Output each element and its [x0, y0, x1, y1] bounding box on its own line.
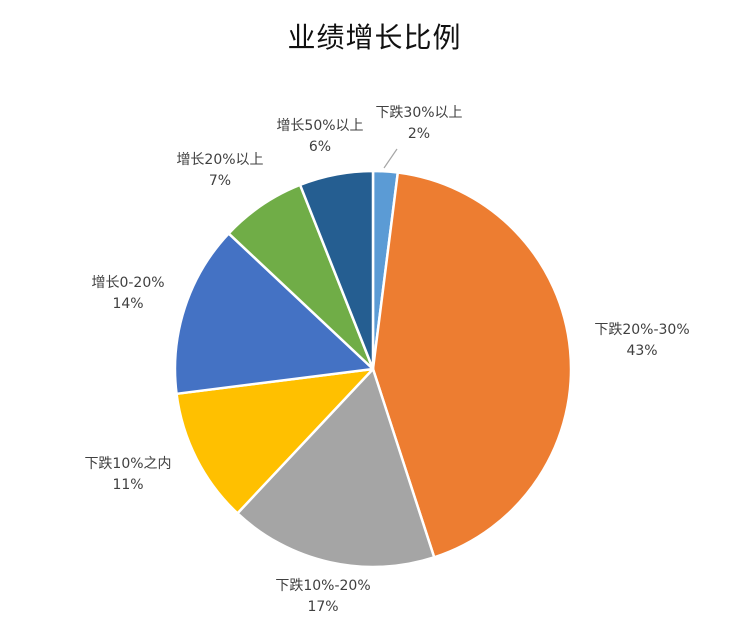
slice-category-label: 增长20%以上	[176, 152, 263, 168]
chart-title: 业绩增长比例	[287, 21, 462, 54]
pie-slice	[175, 367, 375, 515]
pie-slice	[298, 169, 375, 371]
slice-category-label: 增长0-20%	[91, 275, 164, 291]
pie-slices	[173, 169, 573, 569]
slice-percent-label: 14%	[112, 296, 143, 312]
slice-percent-label: 7%	[209, 173, 231, 189]
pie-slice	[173, 232, 375, 396]
slice-percent-label: 17%	[307, 599, 338, 615]
leader-line	[383, 148, 398, 169]
pie-labels: 下跌30%以上 2% 下跌20%-30% 43% 下跌10%-20% 17% 下跌10%之内…	[84, 105, 689, 615]
slice-category-label: 增长50%以上	[276, 118, 363, 134]
slice-category-label: 下跌20%-30%	[594, 322, 689, 338]
slice-percent-label: 43%	[626, 343, 657, 359]
slice-category-label: 下跌10%之内	[84, 456, 171, 472]
slice-percent-label: 6%	[309, 139, 331, 155]
slice-percent-label: 2%	[408, 126, 430, 142]
slice-category-label: 下跌30%以上	[375, 105, 462, 121]
pie-slice	[371, 171, 573, 559]
pie-slice	[236, 367, 436, 569]
slice-category-label: 下跌10%-20%	[275, 578, 370, 594]
slice-percent-label: 11%	[112, 477, 143, 493]
